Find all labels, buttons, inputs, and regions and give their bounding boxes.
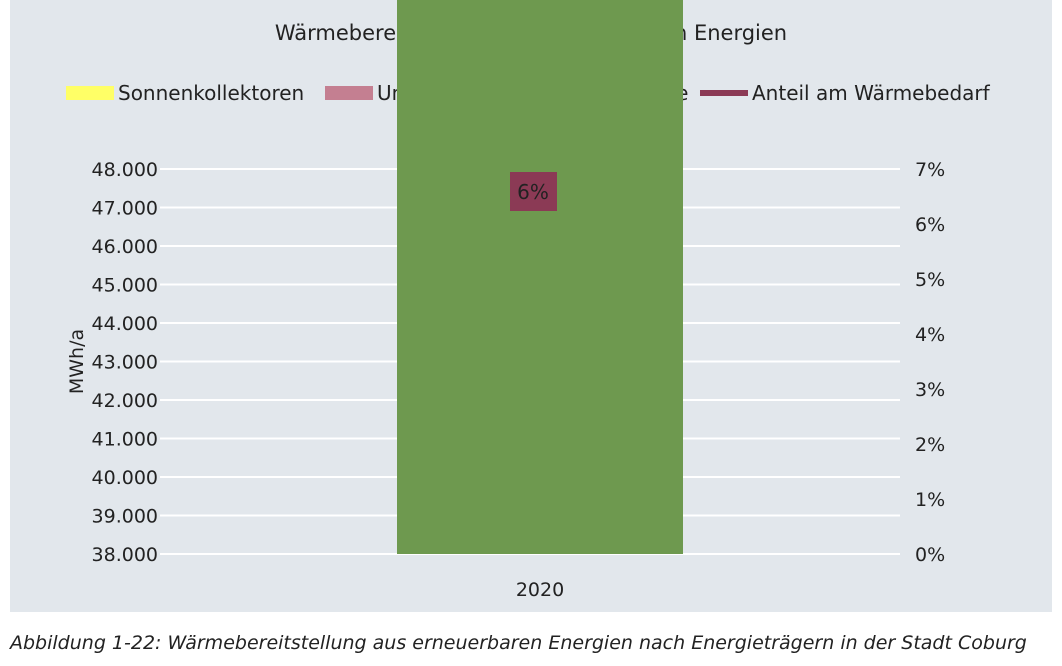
- y2-tick-label: 4%: [915, 324, 945, 346]
- figure-caption: Abbildung 1-22: Wärmebereitstellung aus …: [10, 632, 1027, 654]
- y-tick-label: 38.000: [92, 544, 158, 566]
- x-tick-label: 2020: [516, 579, 564, 601]
- bar-segment-biomasse: [397, 0, 683, 554]
- chart: Wärmebereitstellung aus erneuerbaren Ene…: [66, 0, 991, 601]
- y2-tick-label: 7%: [915, 159, 945, 181]
- legend-line-marker: [700, 90, 748, 96]
- y2-tick-label: 6%: [915, 214, 945, 236]
- y-tick-label: 42.000: [92, 390, 158, 412]
- y-tick-label: 39.000: [92, 506, 158, 528]
- chart-panel: Wärmebereitstellung aus erneuerbaren Ene…: [10, 0, 1052, 612]
- y2-tick-label: 2%: [915, 434, 945, 456]
- share-data-label: 6%: [517, 180, 549, 204]
- y-tick-label: 48.000: [92, 159, 158, 181]
- y2-tick-label: 3%: [915, 379, 945, 401]
- y2-tick-label: 0%: [915, 544, 945, 566]
- y2-tick-label: 5%: [915, 269, 945, 291]
- y-tick-label: 46.000: [92, 236, 158, 258]
- share-marker: [510, 172, 557, 211]
- y-tick-label: 45.000: [92, 275, 158, 297]
- y-axis-label: MWh/a: [66, 329, 88, 394]
- y-tick-label: 47.000: [92, 198, 158, 220]
- y-tick-label: 43.000: [92, 352, 158, 374]
- y-tick-label: 40.000: [92, 467, 158, 489]
- legend-label: Sonnenkollektoren: [118, 81, 304, 105]
- legend-swatch: [325, 86, 373, 100]
- legend-label: Anteil am Wärmebedarf: [752, 81, 991, 105]
- legend-swatch: [66, 86, 114, 100]
- y-tick-label: 44.000: [92, 313, 158, 335]
- y-tick-label: 41.000: [92, 429, 158, 451]
- y2-tick-label: 1%: [915, 489, 945, 511]
